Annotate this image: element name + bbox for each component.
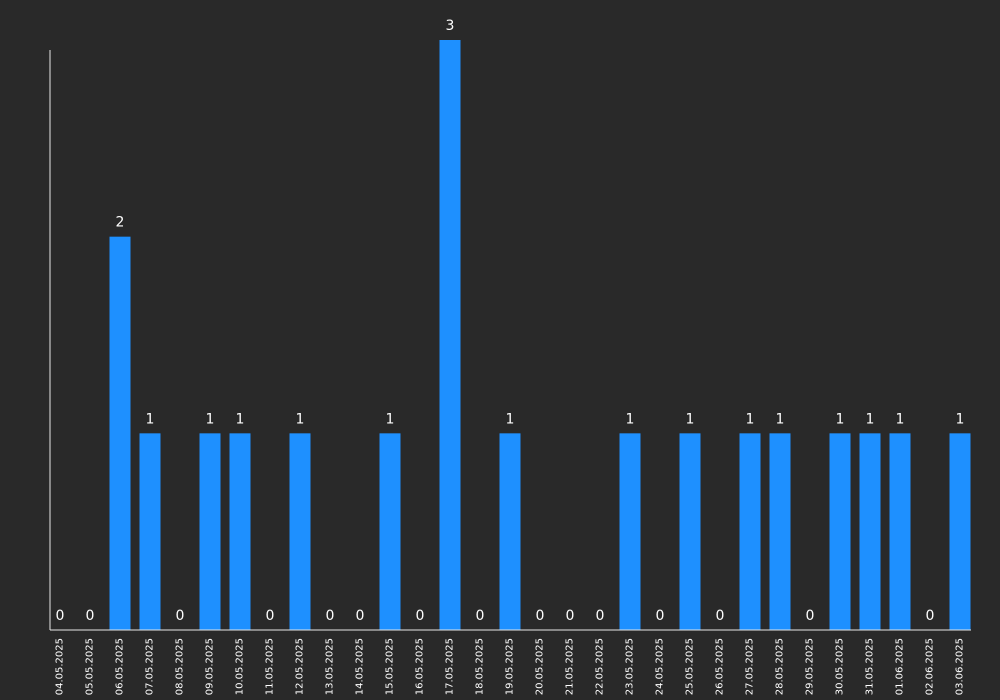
x-tick-label: 06.05.2025 [115, 638, 126, 695]
bar [439, 40, 461, 630]
data-label: 1 [686, 411, 695, 427]
data-label: 0 [656, 608, 665, 624]
x-tick-label: 15.05.2025 [385, 638, 396, 695]
x-tick-label: 02.06.2025 [925, 638, 936, 695]
data-label: 1 [776, 411, 785, 427]
x-tick-label: 18.05.2025 [475, 638, 486, 695]
data-label: 2 [116, 215, 125, 231]
bar [379, 433, 401, 630]
data-label: 0 [56, 608, 65, 624]
data-label: 1 [896, 411, 905, 427]
data-label: 0 [416, 608, 425, 624]
x-tick-label: 12.05.2025 [295, 638, 306, 695]
data-label: 0 [326, 608, 335, 624]
data-label: 0 [596, 608, 605, 624]
x-tick-label: 03.06.2025 [955, 638, 966, 695]
x-tick-label: 07.05.2025 [145, 638, 156, 695]
x-tick-label: 11.05.2025 [265, 638, 276, 695]
data-label: 0 [806, 608, 815, 624]
data-label: 0 [176, 608, 185, 624]
data-label: 1 [626, 411, 635, 427]
bar [949, 433, 971, 630]
x-tick-label: 09.05.2025 [205, 638, 216, 695]
data-label: 1 [836, 411, 845, 427]
data-label: 0 [716, 608, 725, 624]
x-tick-label: 29.05.2025 [805, 638, 816, 695]
data-label: 3 [446, 18, 455, 34]
x-tick-label: 17.05.2025 [445, 638, 456, 695]
x-tick-label: 13.05.2025 [325, 638, 336, 695]
x-tick-label: 08.05.2025 [175, 638, 186, 695]
x-tick-label: 14.05.2025 [355, 638, 366, 695]
bar [829, 433, 851, 630]
bar [289, 433, 311, 630]
bars-group [109, 40, 971, 630]
data-label: 1 [386, 411, 395, 427]
data-label: 1 [206, 411, 215, 427]
x-tick-label: 27.05.2025 [745, 638, 756, 695]
bar [889, 433, 911, 630]
data-label: 1 [956, 411, 965, 427]
data-labels-group: 0 0 2 1 0 1 1 0 1 0 0 1 0 3 0 1 0 0 0 1 0 1 0 1 1 0 1 1 1 0 1 [56, 18, 965, 624]
bar [859, 433, 881, 630]
x-tick-label: 20.05.2025 [535, 638, 546, 695]
data-label: 1 [146, 411, 155, 427]
data-label: 1 [866, 411, 875, 427]
data-label: 1 [236, 411, 245, 427]
x-tick-label: 26.05.2025 [715, 638, 726, 695]
data-label: 0 [926, 608, 935, 624]
data-label: 0 [476, 608, 485, 624]
x-tick-label: 30.05.2025 [835, 638, 846, 695]
x-tick-label: 04.05.2025 [55, 638, 66, 695]
data-label: 0 [356, 608, 365, 624]
x-tick-label: 10.05.2025 [235, 638, 246, 695]
bar [619, 433, 641, 630]
bar [739, 433, 761, 630]
data-label: 1 [506, 411, 515, 427]
x-tick-label: 22.05.2025 [595, 638, 606, 695]
data-label: 0 [266, 608, 275, 624]
x-tick-label: 19.05.2025 [505, 638, 516, 695]
data-label: 0 [566, 608, 575, 624]
bar [229, 433, 251, 630]
bar [499, 433, 521, 630]
x-tick-label: 16.05.2025 [415, 638, 426, 695]
bar [679, 433, 701, 630]
x-tick-label: 05.05.2025 [85, 638, 96, 695]
bar [199, 433, 221, 630]
x-tick-label: 28.05.2025 [775, 638, 786, 695]
x-tick-labels-group: 04.05.2025 05.05.2025 06.05.2025 07.05.2025… [55, 638, 966, 695]
bar [139, 433, 161, 630]
data-label: 1 [746, 411, 755, 427]
data-label: 0 [536, 608, 545, 624]
x-tick-label: 23.05.2025 [625, 638, 636, 695]
x-tick-label: 21.05.2025 [565, 638, 576, 695]
bar [109, 236, 131, 630]
x-tick-label: 25.05.2025 [685, 638, 696, 695]
data-label: 0 [86, 608, 95, 624]
x-tick-label: 01.06.2025 [895, 638, 906, 695]
bar [769, 433, 791, 630]
x-tick-label: 24.05.2025 [655, 638, 666, 695]
data-label: 1 [296, 411, 305, 427]
x-tick-label: 31.05.2025 [865, 638, 876, 695]
